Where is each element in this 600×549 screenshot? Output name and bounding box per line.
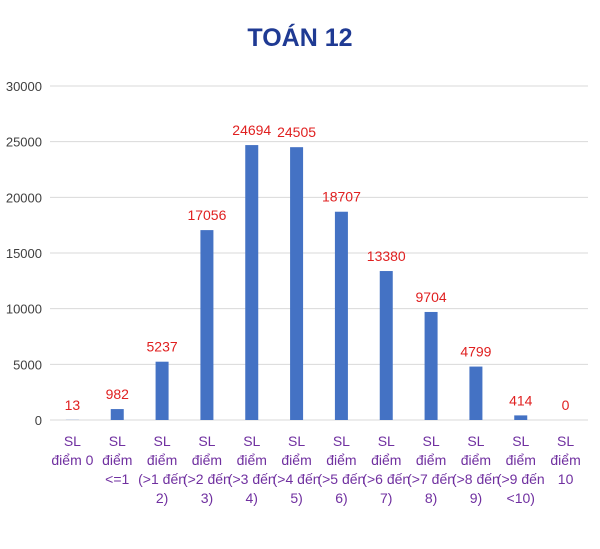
category-label: SL [512,433,529,449]
category-label: điểm 0 [51,452,93,468]
data-label: 0 [562,397,570,413]
data-label: 17056 [187,207,226,223]
category-label: SL [288,433,305,449]
category-label: điểm [506,452,536,468]
category-label: 6) [335,490,347,506]
category-label: SL [423,433,440,449]
category-label: (>5 đến [317,471,365,487]
category-label: SL [109,433,126,449]
data-label: 4799 [460,344,491,360]
bar [514,415,528,420]
bars [65,145,528,420]
data-label: 13380 [367,248,406,264]
y-tick-label: 25000 [6,135,42,150]
category-label: điểm [102,452,132,468]
category-label: (>2 đến [183,471,231,487]
y-tick-label: 20000 [6,190,42,205]
y-axis-ticks: 0 5000 10000 15000 20000 25000 30000 [6,79,42,428]
category-label: điểm [461,452,491,468]
category-label: 7) [380,490,392,506]
category-label: SL [154,433,171,449]
bar [379,271,393,420]
data-label: 5237 [147,339,178,355]
category-label: <10) [507,490,535,506]
category-label: (>4 đến [273,471,321,487]
category-label: 10 [558,471,574,487]
bar [469,366,483,420]
y-tick-label: 5000 [13,357,42,372]
category-label: điểm [416,452,446,468]
category-label: 8) [425,490,437,506]
category-label: (>7 đến [407,471,455,487]
category-label: 9) [470,490,482,506]
y-tick-label: 10000 [6,302,42,317]
category-label: SL [557,433,574,449]
data-label: 414 [509,392,533,408]
category-label: (>6 đến [362,471,410,487]
y-tick-label: 15000 [6,246,42,261]
category-label: điểm [550,452,580,468]
bar [200,230,214,420]
data-label: 24694 [232,122,271,138]
data-label: 13 [65,397,81,413]
bar [290,147,304,420]
data-label: 18707 [322,189,361,205]
gridlines [50,85,588,421]
category-label: (>1 đến [138,471,186,487]
category-label: điểm [281,452,311,468]
category-label: 3) [201,490,213,506]
y-tick-label: 0 [35,413,42,428]
category-label: SL [378,433,395,449]
category-label: SL [243,433,260,449]
data-label: 24505 [277,124,316,140]
chart-title: TOÁN 12 [247,23,352,52]
category-label: <=1 [105,471,129,487]
category-label: 4) [246,490,258,506]
category-label: (>9 đến [497,471,545,487]
y-tick-label: 30000 [6,79,42,94]
category-label: SL [198,433,215,449]
category-label: 2) [156,490,168,506]
bar [334,211,348,420]
category-label: điểm [326,452,356,468]
category-label: (>3 đến [228,471,276,487]
category-label: SL [333,433,350,449]
category-label: điểm [192,452,222,468]
bar [110,409,124,420]
bar [424,311,438,420]
category-label: (>8 đến [452,471,500,487]
bar [155,361,169,420]
category-label: điểm [237,452,267,468]
bar [245,145,259,420]
category-label: điểm [147,452,177,468]
x-axis-categories: SL điểm 0 SL điểm <=1 SL điểm (>1 đến 2) SL điểm (>… [51,433,580,506]
category-label: SL [64,433,81,449]
data-labels: 13 982 5237 17056 24694 24505 18707 13380 9704 47… [65,122,570,413]
data-label: 9704 [416,289,447,305]
data-label: 982 [106,386,130,402]
category-label: 5) [290,490,302,506]
category-label: điểm [371,452,401,468]
category-label: SL [467,433,484,449]
